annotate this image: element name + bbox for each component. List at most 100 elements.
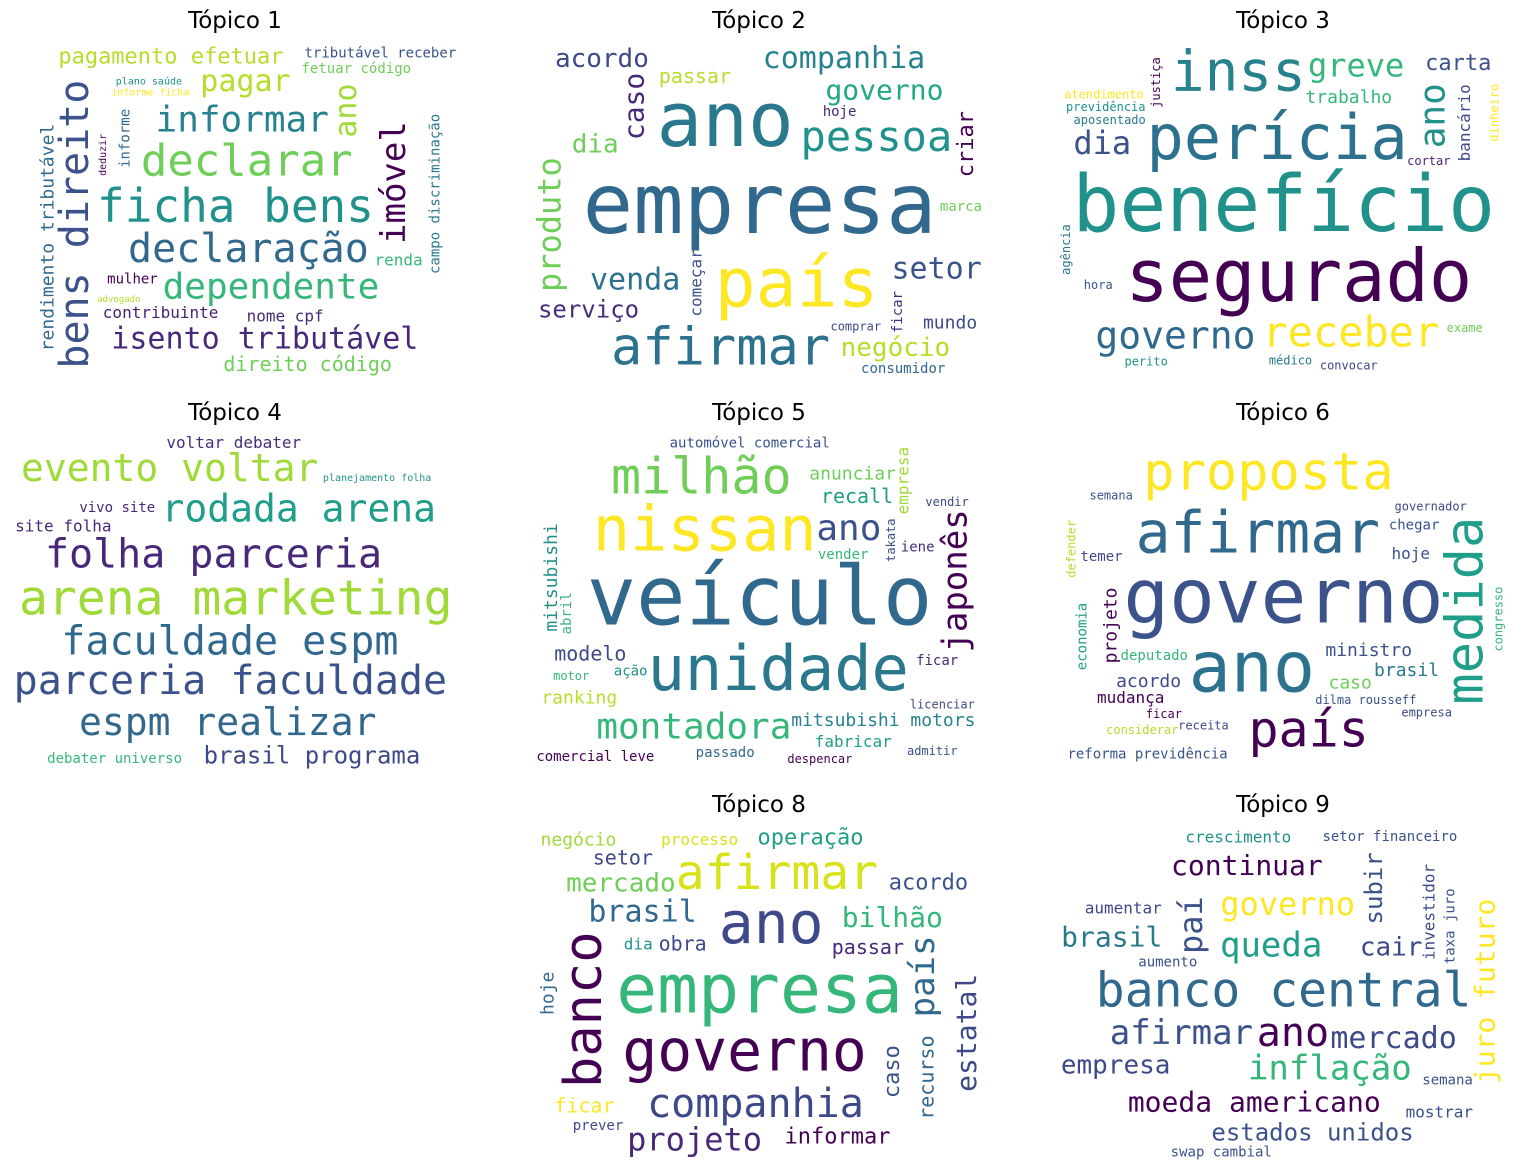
cloud-word: automóvel comercial (670, 436, 830, 452)
panel-topic-5: Tópico 5 veículo unidade nissan milhão monta… (534, 396, 984, 776)
panel-topic-6: Tópico 6 governo ano afirmar medida proposta… (1058, 396, 1508, 776)
cloud-word: companhia (647, 1081, 864, 1127)
cloud-word: fetuar código (301, 61, 411, 77)
cloud-word: parceria faculdade (14, 658, 447, 704)
cloud-word: país (1248, 700, 1368, 758)
cloud-word: governo (1220, 885, 1355, 923)
cloud-word: admitir (907, 744, 958, 758)
cloud-word: justiça (1149, 57, 1163, 108)
cloud-word: semana (1422, 1073, 1473, 1089)
cloud-word: passar (832, 935, 904, 959)
word-cloud: benefício segurado perícia inss receber gover… (1058, 40, 1508, 378)
cloud-word: recurso (915, 1035, 939, 1119)
panel-title: Tópico 5 (712, 400, 806, 426)
cloud-word: dia (572, 130, 619, 160)
cloud-word: licenciar (910, 698, 975, 712)
cloud-word: ano (1189, 627, 1315, 709)
cloud-word: dia (624, 934, 653, 953)
cloud-word: direito código (223, 352, 392, 376)
panel-topic-4: Tópico 4 arena marketing folha parceria fa… (10, 396, 460, 776)
cloud-word: agência (1059, 224, 1073, 275)
cloud-word: semana (1089, 489, 1132, 503)
panel-topic-3: Tópico 3 benefício segurado perícia inss rec… (1058, 4, 1508, 384)
cloud-word: motor (553, 669, 589, 683)
word-cloud: ficha bens declarar bens direito declaração… (10, 40, 460, 378)
cloud-word: ficar (890, 291, 906, 333)
panel-title: Tópico 4 (188, 400, 282, 426)
cloud-word: trabalho (1305, 87, 1392, 108)
cloud-word: ano (656, 75, 793, 164)
cloud-word: acordo (555, 44, 649, 74)
cloud-word: fabricar (815, 732, 892, 751)
cloud-word: consumidor (861, 361, 945, 377)
cloud-word: governo (1123, 552, 1443, 641)
cloud-word: operação (757, 826, 863, 851)
cloud-word: companhia (763, 41, 926, 76)
cloud-word: subir (1360, 852, 1388, 924)
cloud-word: takata (884, 518, 898, 561)
cloud-word: greve (1308, 47, 1404, 85)
cloud-word: defender (1064, 520, 1078, 578)
panel-topic-8: Tópico 8 empresa governo ano banco afirmar co… (534, 788, 984, 1168)
cloud-word: crescimento (1185, 827, 1291, 846)
cloud-word: nissan (593, 492, 817, 565)
cloud-word: estatal (950, 974, 983, 1092)
word-cloud: governo ano afirmar medida proposta país minis… (1058, 432, 1508, 770)
cloud-word: ficar (1146, 707, 1182, 721)
cloud-word: brasil (1061, 920, 1162, 953)
cloud-word: nome cpf (247, 306, 324, 325)
cloud-word: empresa (894, 447, 913, 514)
word-cloud: arena marketing folha parceria faculdade e… (10, 432, 460, 770)
cloud-word: receber (1262, 308, 1439, 357)
cloud-word: caso (880, 1045, 905, 1098)
cloud-word: congresso (1492, 587, 1506, 652)
cloud-word: comprar (830, 319, 881, 333)
cloud-word: renda (374, 251, 422, 270)
cloud-word: afirmar (676, 845, 878, 901)
cloud-word: banco (554, 931, 614, 1088)
cloud-word: negócio (541, 829, 617, 850)
cloud-word: vender (818, 547, 869, 563)
cloud-word: perícia (1146, 101, 1407, 174)
cloud-word: carta (1425, 51, 1491, 76)
cloud-word: faculdade espm (61, 619, 398, 665)
cloud-word: mitsubishi motors (791, 710, 975, 731)
cloud-word: banco central (1096, 963, 1472, 1019)
cloud-word: modelo (554, 641, 626, 665)
cloud-word: queda (1220, 926, 1322, 966)
panel-title: Tópico 8 (712, 792, 806, 818)
cloud-word: acordo (889, 870, 968, 895)
cloud-word: plano saúde (116, 75, 182, 87)
panel-title: Tópico 3 (1236, 8, 1330, 34)
cloud-word: afirmar (611, 318, 830, 378)
cloud-word: informe (117, 109, 133, 168)
panel-title: Tópico 2 (712, 8, 806, 34)
cloud-word: hoje (537, 972, 558, 1015)
cloud-word: previdência (1066, 100, 1145, 114)
cloud-word: dinheiro (1488, 84, 1502, 142)
cloud-word: hoje (823, 104, 857, 120)
cloud-word: veículo (587, 549, 933, 644)
panel-topic-9: Tópico 9 banco central ano queda inflação af… (1058, 788, 1508, 1168)
cloud-word: planejamento folha (323, 473, 431, 484)
cloud-word: recall (821, 484, 893, 508)
cloud-word: brasil (588, 895, 696, 930)
cloud-word: mercado (1330, 1021, 1456, 1056)
cloud-word: bancário (1455, 84, 1474, 161)
cloud-word: cortar (1407, 154, 1450, 168)
cloud-word: swap cambial (1171, 1145, 1272, 1161)
cloud-word: criar (954, 111, 979, 177)
cloud-word: cair (1360, 932, 1423, 962)
cloud-word: convocar (1320, 359, 1378, 373)
cloud-word: dependente (163, 266, 380, 307)
cloud-word: governo (1095, 313, 1255, 357)
cloud-word: mundo (923, 313, 977, 334)
cloud-word: deduzir (98, 134, 109, 176)
cloud-word: informar (784, 1124, 890, 1149)
cloud-word: juro futuro (1468, 899, 1501, 1084)
cloud-word: ano (719, 889, 824, 957)
cloud-word: estados unidos (1211, 1118, 1413, 1146)
cloud-word: empresa (583, 155, 937, 253)
cloud-word: ano (816, 508, 881, 549)
cloud-word: hoje (1392, 544, 1431, 563)
